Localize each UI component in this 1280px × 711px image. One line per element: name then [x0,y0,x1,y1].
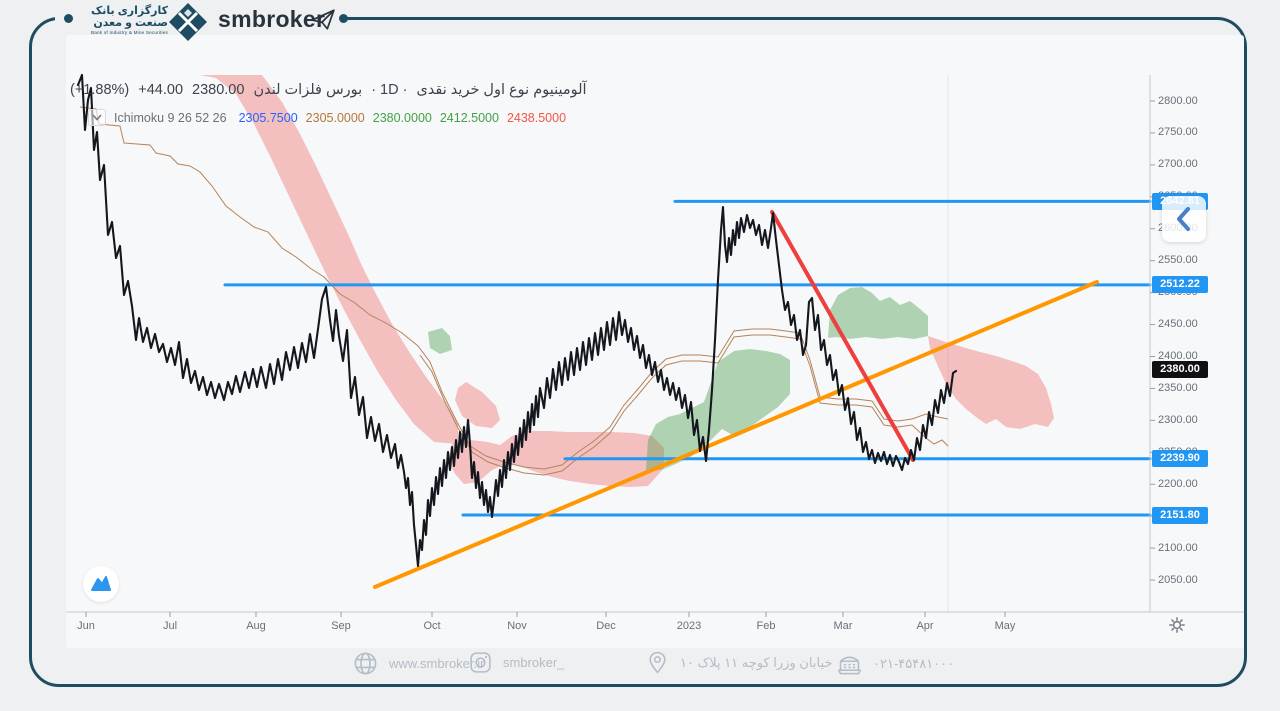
footer-phone: ۰۲۱-۴۵۴۸۱۰۰۰ [836,650,954,677]
globe-icon [354,652,377,675]
broker-logo-text: کارگزاری بانک صنعت و معدن Bank of Indust… [80,5,168,35]
price-axis-label: 2800.00 [1158,94,1198,107]
footer: www.smbroker.ir smbroker_ خیابان وزرا کو… [0,650,1280,684]
frame-right-dot [339,14,348,23]
axis-settings-button[interactable] [1168,616,1186,639]
location-pin-icon [649,651,666,674]
gear-icon [1169,617,1185,633]
tradingview-logo[interactable] [83,566,119,602]
price-axis-label: 2350.00 [1158,381,1198,394]
footer-phone-text: ۰۲۱-۴۵۴۸۱۰۰۰ [873,655,955,671]
ichimoku-lead1-value: 2412.5000 [439,110,499,125]
price-axis-label: 2100.00 [1158,541,1198,554]
ichimoku-base-value: 2305.0000 [305,110,365,125]
legend-collapse-button[interactable] [88,109,106,126]
footer-address: خیابان وزرا کوچه ۱۱ پلاک ۱۰ [645,650,832,675]
price-change-percent: (+1.88%) [70,82,130,98]
price-axis-label: 2700.00 [1158,158,1198,171]
price-axis-label: 2400.00 [1158,349,1198,362]
time-axis-label: Aug [246,620,266,632]
price-axis-label: 2300.00 [1158,413,1198,426]
last-price-flag: 2380.00 [1152,360,1208,378]
broker-logo-en: Bank of Industry & Mine Securities [90,30,168,35]
footer-address-text: خیابان وزرا کوچه ۱۱ پلاک ۱۰ [680,654,833,670]
time-axis-label: Oct [423,620,441,632]
panel-collapse-button[interactable] [1162,196,1206,242]
level-price-flag: 2512.22 [1152,276,1208,294]
mountain-chart-icon [91,576,111,591]
time-axis-label: Feb [756,620,776,632]
ichimoku-conversion-value: 2305.7500 [238,110,298,125]
header: کارگزاری بانک صنعت و معدن Bank of Indust… [0,0,1280,42]
price-axis-label: 2750.00 [1158,126,1198,139]
chart-interval: · 1D · [371,82,408,98]
broker-logo-fa-line1: کارگزاری بانک [91,5,168,17]
time-axis-label: Dec [596,620,616,632]
price-change: +44.00 [138,82,184,98]
time-axis-label: Apr [916,620,934,632]
last-price: 2380.00 [192,82,245,98]
footer-website[interactable]: www.smbroker.ir [352,650,484,677]
indicator-legend: Ichimoku 9 26 52 26 2305.7500 2305.0000 … [88,109,566,126]
footer-instagram-text: smbroker_ [503,655,565,670]
time-axis-label: Jul [162,620,178,632]
time-axis-label: May [994,620,1016,632]
exchange-name: بورس فلزات لندن [253,82,363,98]
time-axis-label: Sep [331,620,351,632]
time-axis-label: Nov [507,620,527,632]
symbol-name: آلومینیوم نوع اول خرید نقدی [416,82,587,98]
instagram-icon [470,652,491,673]
page-frame-border [29,17,1247,687]
footer-website-text: www.smbroker.ir [389,656,485,671]
level-price-flag: 2239.90 [1152,450,1208,468]
broker-diamond-logo-icon [169,3,207,41]
chevron-down-icon [92,114,102,121]
indicator-name[interactable]: Ichimoku 9 26 52 26 [114,110,227,125]
time-axis-label: Mar [833,620,853,632]
chevron-left-icon [1177,207,1190,231]
price-axis-label: 2450.00 [1158,318,1198,331]
ichimoku-lagging-value: 2380.0000 [372,110,432,125]
time-axis-label: 2023 [676,620,702,632]
price-axis-label: 2550.00 [1158,254,1198,267]
level-price-flag: 2151.80 [1152,506,1208,524]
chart-title: (+1.88%) +44.00 2380.00 بورس فلزات لندن … [70,82,587,98]
price-axis-label: 2200.00 [1158,477,1198,490]
broker-logo-fa-line2: صنعت و معدن [93,17,168,29]
ichimoku-lead2-value: 2438.5000 [506,110,567,125]
frame-left-dot [64,14,73,23]
time-axis-label: Jun [77,620,95,632]
chart-panel [66,35,1244,648]
telegram-plane-icon [311,9,335,30]
brand-name: smbroker [218,6,326,32]
fax-phone-icon [838,656,861,675]
footer-instagram[interactable]: smbroker_ [468,650,564,675]
price-axis-label: 2050.00 [1158,573,1198,586]
